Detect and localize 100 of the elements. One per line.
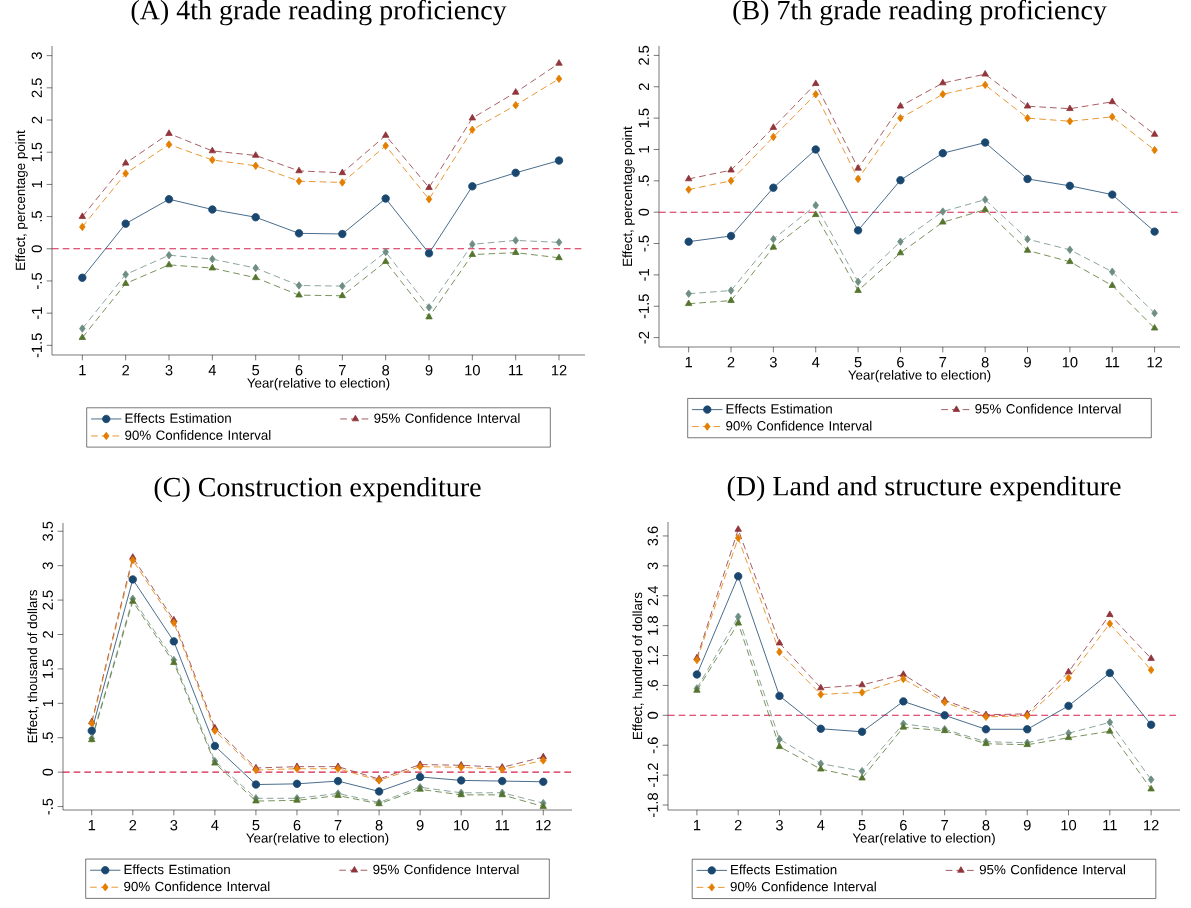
x-tick-label: 5 [858, 820, 866, 831]
x-tick-label: 11 [495, 820, 510, 831]
y-axis-title: Effect, percentage point [15, 130, 28, 270]
y-tick-label: 3 [42, 562, 53, 570]
x-tick-label: 5 [854, 357, 862, 368]
x-tick-label: 7 [939, 357, 947, 368]
x-tick-label: 8 [382, 365, 390, 376]
y-tick-label: 3 [647, 562, 658, 570]
x-tick-label: 8 [981, 357, 989, 368]
x-tick-label: 12 [551, 365, 567, 376]
x-tick-label: 4 [208, 365, 216, 376]
chart-title: (C) Construction expenditure [154, 476, 481, 503]
x-tick-label: 4 [817, 820, 825, 831]
y-axis-title: Effect, hundred of dollars [632, 592, 644, 739]
y-tick-label: 1.5 [42, 659, 53, 678]
x-tick-label: 2 [122, 365, 130, 376]
x-tick-label: 1 [693, 820, 701, 831]
x-axis-title: Year(relative to election) [247, 377, 390, 391]
x-tick-label: 1 [685, 357, 693, 368]
y-tick-label: -1.5 [31, 333, 42, 358]
y-tick-label: .6 [647, 679, 658, 691]
y-axis-title: Effect, percentage point [622, 126, 635, 266]
y-tick-label: -.5 [42, 798, 53, 815]
x-tick-label: 1 [88, 820, 96, 831]
x-tick-label: 11 [1103, 820, 1117, 831]
chart-title: (A) 4th grade reading proficiency [131, 0, 507, 26]
x-tick-label: 9 [416, 820, 424, 831]
y-tick-label: 2.5 [31, 78, 42, 98]
x-tick-label: 10 [454, 820, 469, 831]
y-tick-label: .5 [638, 175, 649, 186]
x-axis-title: Year(relative to election) [848, 369, 991, 383]
x-tick-label: 12 [1144, 820, 1159, 831]
legend-label: 90% Confidence Interval [726, 420, 872, 431]
x-tick-label: 8 [375, 820, 383, 831]
x-tick-label: 3 [769, 357, 777, 368]
x-tick-label: 2 [129, 820, 137, 831]
x-tick-label: 3 [165, 365, 173, 376]
y-tick-label: 3.5 [42, 521, 53, 541]
legend-label: 90% Confidence Interval [124, 881, 270, 892]
legend-label: 90% Confidence Interval [125, 430, 271, 440]
x-axis-title: Year(relative to election) [246, 832, 389, 846]
y-tick-label: 3.6 [647, 526, 658, 546]
y-axis-title: Effect, thousand of dollars [27, 590, 39, 743]
x-tick-label: 9 [1024, 357, 1031, 368]
x-tick-label: 10 [1061, 820, 1077, 831]
x-tick-label: 8 [982, 820, 990, 831]
y-tick-label: 0 [42, 768, 53, 776]
x-tick-label: 7 [334, 820, 342, 831]
y-tick-label: 1.2 [647, 646, 658, 665]
legend-label: Effects Estimation [124, 864, 230, 875]
legend-label: 95% Confidence Interval [374, 413, 520, 423]
y-tick-label: 2.5 [42, 590, 53, 610]
y-tick-label: 2.5 [638, 45, 649, 65]
x-tick-label: 6 [293, 820, 301, 831]
x-tick-label: 10 [465, 365, 480, 376]
y-tick-label: -1.8 [647, 793, 658, 818]
y-tick-label: -.6 [647, 737, 658, 754]
legend-label: 95% Confidence Interval [373, 864, 519, 875]
x-tick-label: 5 [252, 820, 260, 831]
legend-label: Effects Estimation [731, 864, 837, 875]
y-tick-label: -2 [638, 331, 649, 344]
y-tick-label: 2 [638, 83, 649, 91]
y-tick-label: 2 [31, 116, 42, 124]
x-tick-label: 3 [170, 820, 178, 831]
y-tick-label: 0 [647, 711, 658, 719]
x-tick-label: 6 [897, 357, 904, 368]
x-tick-label: 2 [734, 820, 742, 831]
x-tick-label: 11 [509, 365, 523, 376]
x-tick-label: 9 [425, 365, 433, 376]
y-tick-label: 1 [31, 181, 42, 188]
legend-label: Effects Estimation [726, 403, 832, 414]
y-tick-label: 0 [638, 208, 649, 216]
x-tick-label: 3 [775, 820, 783, 831]
y-tick-label: 1.5 [31, 142, 42, 162]
legend-label: Effects Estimation [125, 413, 231, 423]
y-tick-label: -.5 [638, 235, 649, 252]
y-tick-label: 2 [42, 631, 53, 638]
y-tick-label: -1.5 [638, 294, 649, 319]
x-tick-label: 10 [1062, 357, 1078, 368]
y-tick-label: 2.4 [647, 585, 658, 606]
x-tick-label: 4 [811, 357, 820, 368]
legend-label: 95% Confidence Interval [979, 864, 1125, 875]
chart-title: (D) Land and structure expenditure [727, 475, 1121, 502]
x-tick-label: 12 [1147, 357, 1163, 368]
y-tick-label: .5 [31, 211, 42, 222]
y-tick-label: -1.2 [647, 763, 658, 788]
legend-label: 90% Confidence Interval [730, 881, 876, 892]
x-axis-title: Year(relative to election) [852, 832, 995, 846]
x-tick-label: 9 [1023, 820, 1031, 831]
x-tick-label: 6 [295, 365, 303, 376]
x-tick-label: 5 [252, 365, 260, 376]
x-tick-label: 7 [941, 820, 948, 831]
x-tick-label: 7 [339, 365, 346, 376]
y-tick-label: .5 [42, 732, 53, 743]
legend-label: 95% Confidence Interval [975, 403, 1121, 414]
chart-title: (B) 7th grade reading proficiency [733, 0, 1107, 26]
y-tick-label: 1 [638, 146, 649, 153]
y-tick-label: 1.5 [638, 108, 649, 128]
x-tick-label: 12 [536, 820, 551, 831]
x-tick-label: 11 [1105, 357, 1120, 368]
